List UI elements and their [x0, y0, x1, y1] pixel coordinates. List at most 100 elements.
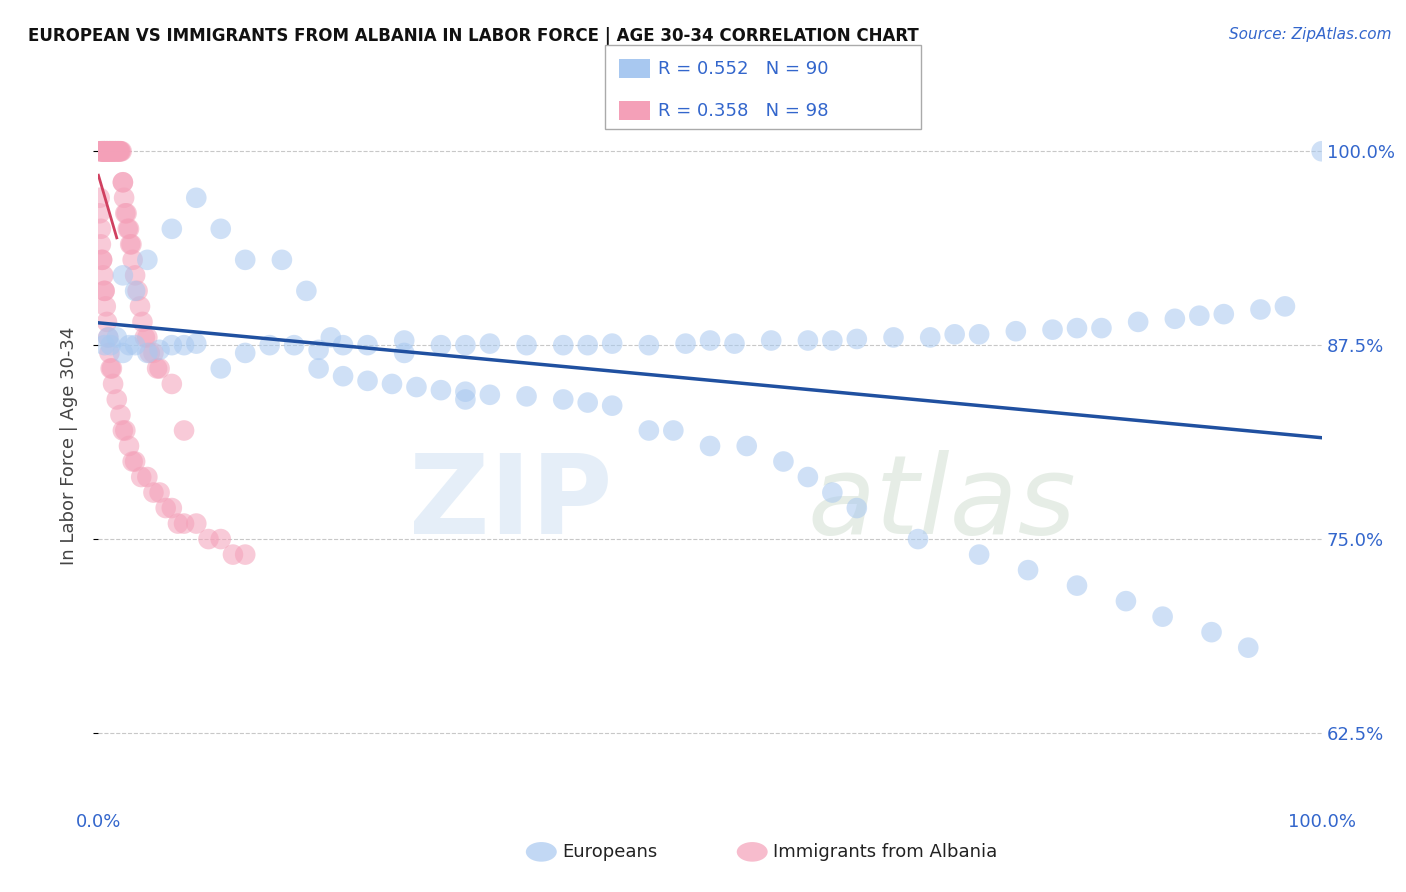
Text: Europeans: Europeans: [562, 843, 658, 861]
Point: [108, 145, 131, 159]
Point: [117, 222, 139, 236]
Point: [295, 284, 318, 298]
Point: [104, 145, 127, 159]
Point: [91, 145, 114, 159]
Point: [723, 336, 745, 351]
Point: [97, 330, 120, 344]
Point: [1066, 579, 1088, 593]
Point: [209, 532, 232, 546]
Point: [332, 369, 354, 384]
Point: [1237, 640, 1260, 655]
Point: [105, 145, 128, 159]
Point: [100, 338, 122, 352]
Point: [1188, 309, 1211, 323]
Point: [94, 299, 117, 313]
Point: [110, 145, 132, 159]
Point: [105, 330, 128, 344]
Point: [142, 346, 165, 360]
Point: [120, 237, 142, 252]
Point: [160, 501, 183, 516]
Y-axis label: In Labor Force | Age 30-34: In Labor Force | Age 30-34: [59, 326, 77, 566]
Point: [89, 206, 111, 220]
Point: [821, 485, 844, 500]
Point: [1212, 307, 1234, 321]
Point: [600, 399, 623, 413]
Point: [943, 327, 966, 342]
Point: [186, 516, 208, 531]
Point: [101, 376, 124, 391]
Point: [967, 548, 990, 562]
Point: [90, 237, 112, 252]
Point: [308, 343, 330, 357]
Point: [108, 145, 131, 159]
Point: [115, 206, 138, 220]
Point: [93, 145, 115, 159]
Point: [114, 424, 136, 438]
Point: [110, 408, 132, 422]
Text: Source: ZipAtlas.com: Source: ZipAtlas.com: [1229, 27, 1392, 42]
Point: [127, 284, 149, 298]
Point: [107, 145, 129, 159]
Point: [111, 346, 134, 360]
Point: [638, 338, 661, 352]
Point: [97, 145, 120, 159]
Point: [1274, 299, 1296, 313]
Point: [111, 175, 134, 189]
Point: [478, 388, 501, 402]
Point: [139, 346, 162, 360]
Point: [96, 315, 118, 329]
Point: [392, 346, 416, 360]
Point: [845, 501, 868, 516]
Point: [1201, 625, 1223, 640]
Point: [1310, 145, 1333, 159]
Point: [1115, 594, 1137, 608]
Point: [699, 334, 721, 348]
Point: [1152, 609, 1174, 624]
Text: R = 0.552   N = 90: R = 0.552 N = 90: [658, 60, 828, 78]
Point: [129, 470, 152, 484]
Point: [94, 145, 117, 159]
Point: [209, 222, 232, 236]
Point: [1090, 321, 1112, 335]
Point: [98, 346, 121, 360]
Point: [110, 145, 132, 159]
Point: [392, 334, 416, 348]
Point: [118, 222, 141, 236]
Point: [101, 145, 124, 159]
Point: [91, 252, 114, 267]
Point: [97, 330, 120, 344]
Point: [907, 532, 929, 546]
Point: [381, 376, 404, 391]
Point: [96, 145, 118, 159]
Point: [94, 145, 117, 159]
Point: [149, 485, 172, 500]
Point: [454, 338, 477, 352]
Point: [155, 501, 177, 516]
Point: [173, 516, 195, 531]
Point: [356, 374, 378, 388]
Point: [91, 268, 114, 283]
Point: [91, 145, 114, 159]
Point: [576, 395, 599, 409]
Point: [173, 424, 195, 438]
Point: [1042, 323, 1064, 337]
Point: [233, 548, 256, 562]
Point: [98, 145, 121, 159]
Point: [797, 334, 820, 348]
Text: R = 0.358   N = 98: R = 0.358 N = 98: [658, 102, 828, 120]
Point: [173, 338, 195, 352]
Point: [100, 145, 122, 159]
Point: [160, 222, 183, 236]
Point: [120, 237, 142, 252]
Point: [430, 338, 453, 352]
Point: [270, 252, 294, 267]
Point: [186, 191, 208, 205]
Point: [91, 252, 114, 267]
Point: [772, 454, 794, 468]
Point: [90, 145, 112, 159]
Point: [233, 346, 256, 360]
Point: [735, 439, 758, 453]
Point: [1004, 324, 1026, 338]
Point: [121, 252, 143, 267]
Point: [112, 191, 135, 205]
